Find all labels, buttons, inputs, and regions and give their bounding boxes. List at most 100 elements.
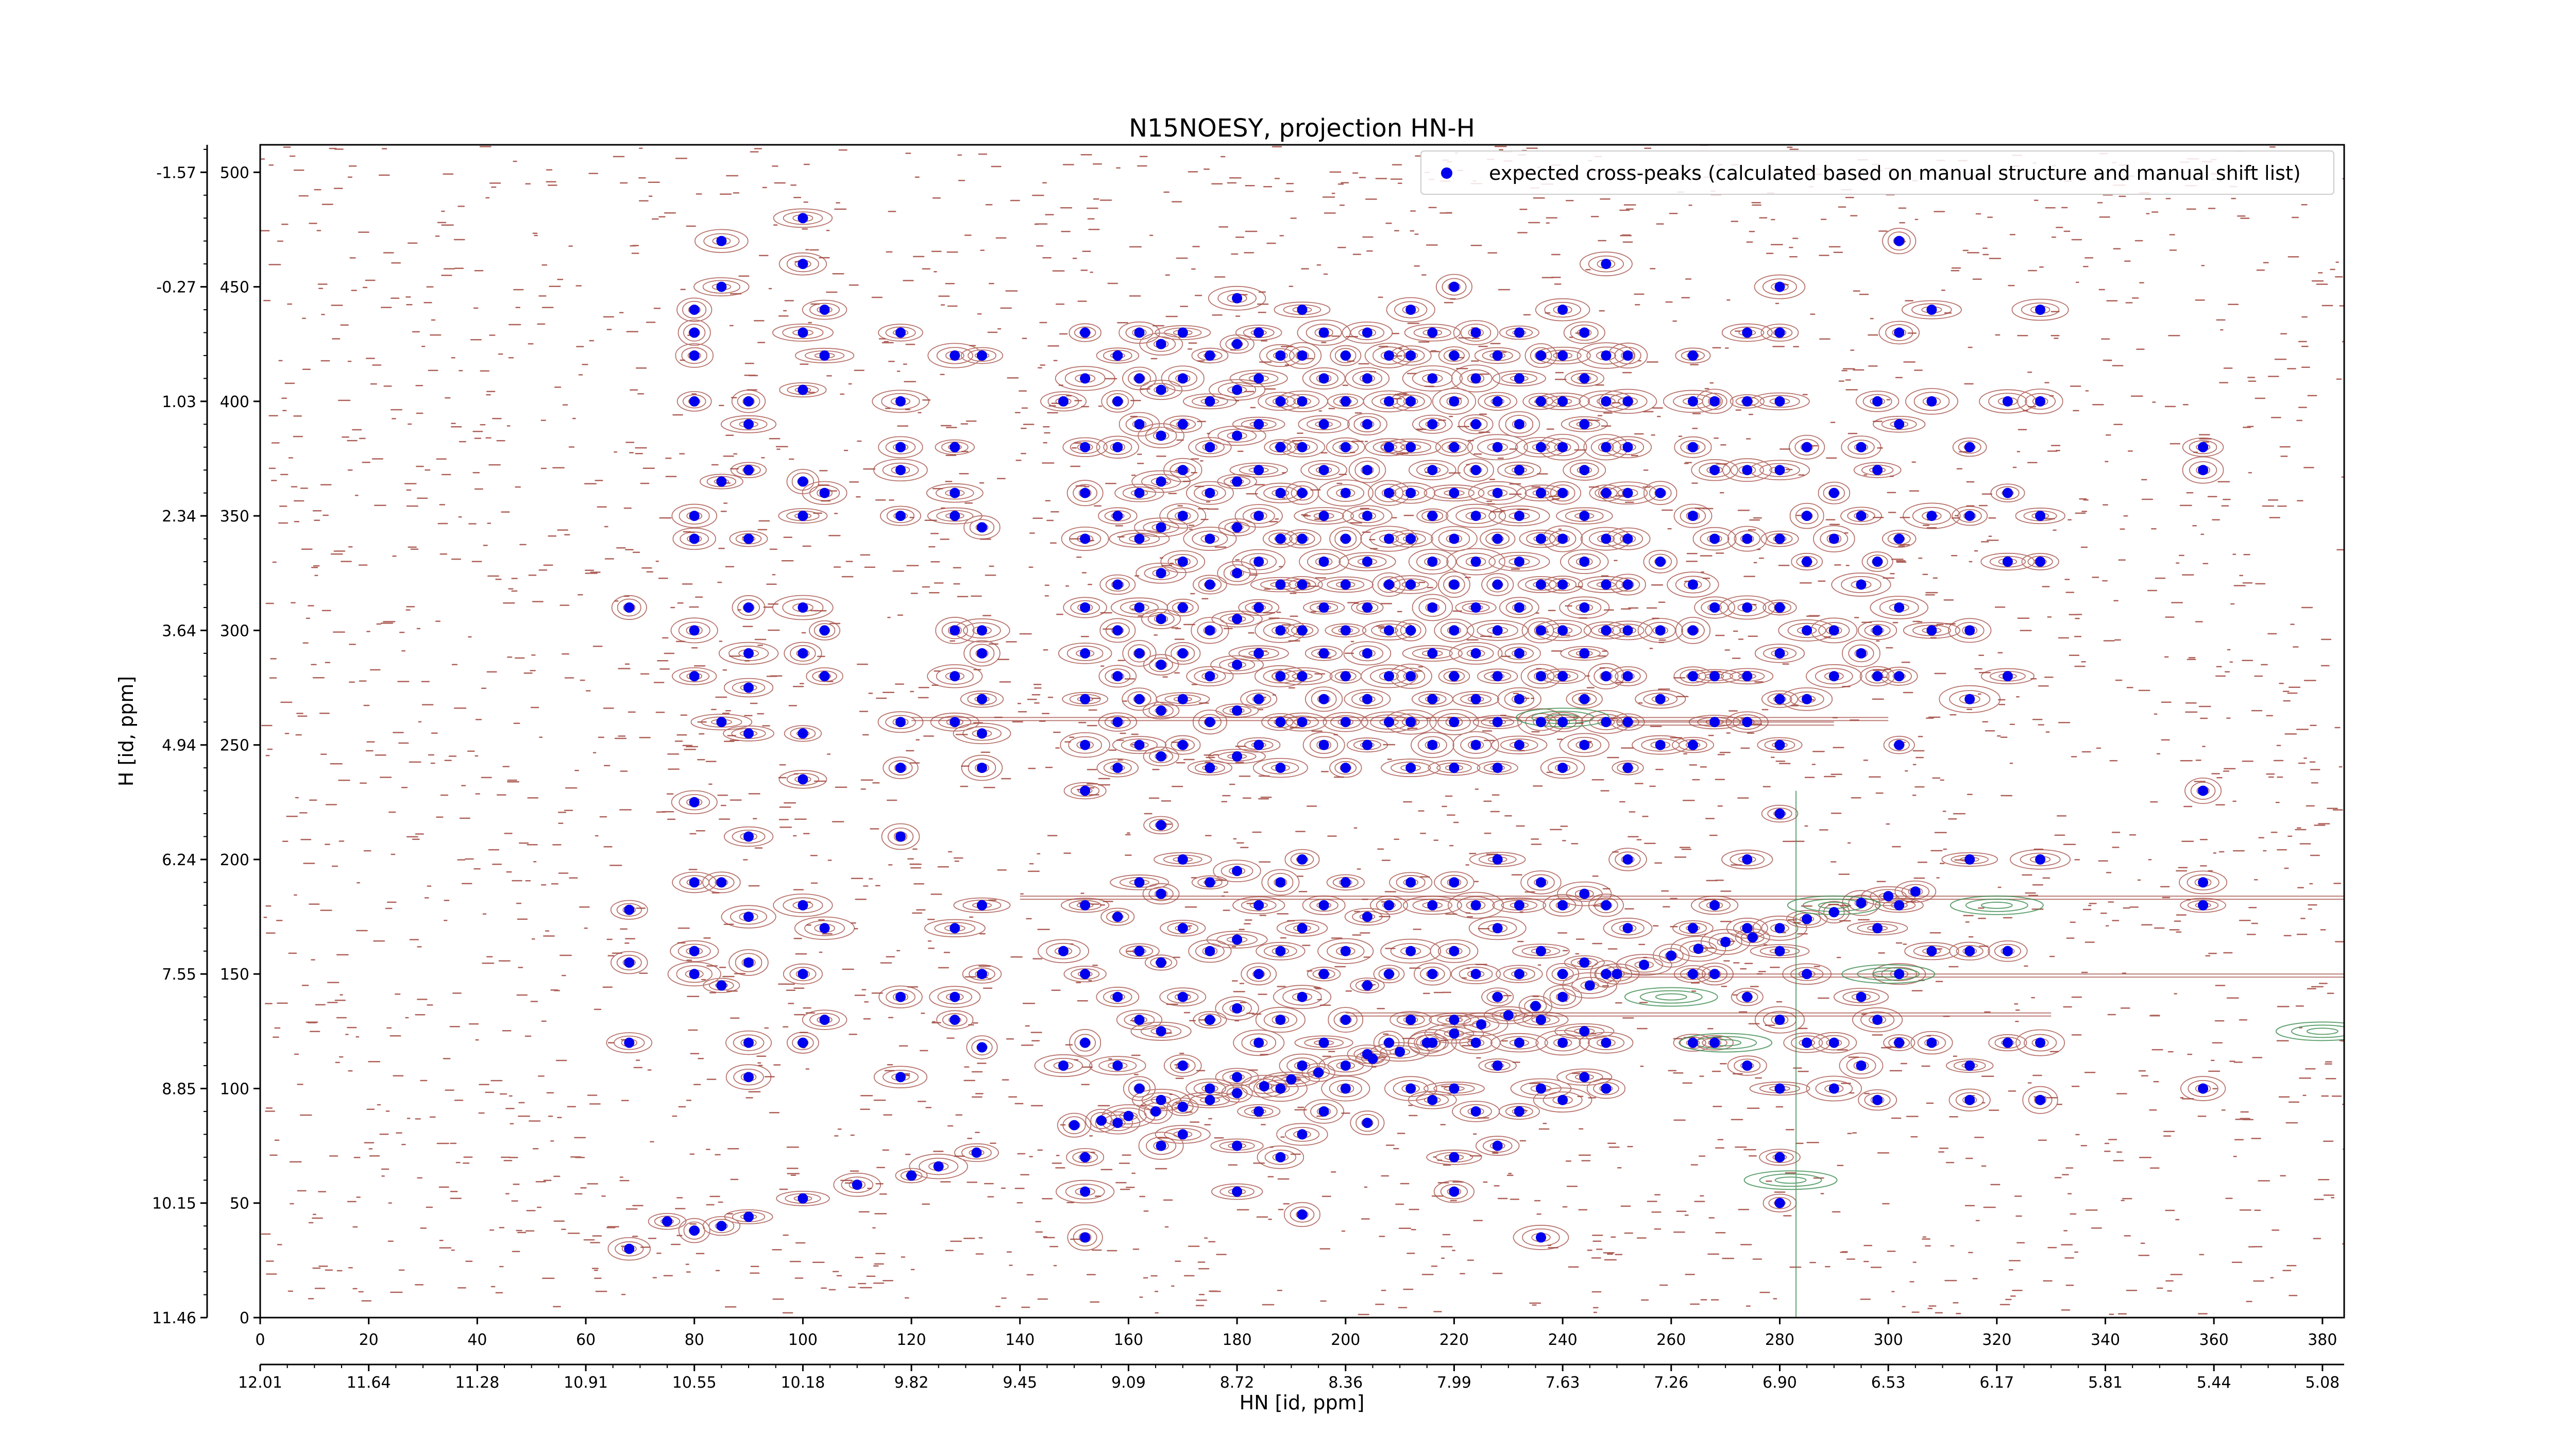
peak-point <box>1205 442 1215 452</box>
x2-tick-label: 6.17 <box>1979 1374 2014 1392</box>
peak-point <box>1557 763 1568 773</box>
y2-tick-label: -1.57 <box>156 164 196 182</box>
peak-point <box>798 900 808 911</box>
peak-point <box>950 487 960 498</box>
peak-point <box>977 1042 987 1053</box>
peak-point <box>1802 557 1812 567</box>
peak-point <box>1156 476 1166 487</box>
peak-point <box>1384 442 1394 452</box>
peak-point <box>950 923 960 934</box>
peak-point <box>1427 648 1438 659</box>
peak-point <box>716 281 727 292</box>
peak-point <box>1253 969 1264 980</box>
peak-point <box>1470 648 1481 659</box>
peak-point <box>1362 465 1372 476</box>
peak-point <box>1384 625 1394 636</box>
peak-point <box>1427 557 1438 567</box>
x-axis-ticks: 0 20 40 60 80 100 120 140 160 180 200 220 240 260 280 3… <box>255 1318 2337 1349</box>
peak-point <box>1112 625 1123 636</box>
peak-point <box>1205 396 1215 407</box>
peak-point <box>1340 579 1351 590</box>
peak-point <box>1449 946 1460 956</box>
peak-point <box>1232 430 1243 441</box>
peak-point <box>2002 396 2013 407</box>
peak-point <box>1774 1083 1785 1094</box>
peak-point <box>1205 533 1215 544</box>
peak-point <box>1340 946 1351 956</box>
y2-tick-label: 7.55 <box>162 966 196 984</box>
peak-point <box>1080 1152 1091 1162</box>
peak-point <box>819 487 830 498</box>
peak-point <box>1177 648 1188 659</box>
peak-point <box>1405 1015 1416 1025</box>
peak-point <box>1405 396 1416 407</box>
peak-point <box>1964 442 1975 452</box>
peak-point <box>1964 625 1975 636</box>
peak-point <box>1384 533 1394 544</box>
peak-point <box>1828 487 1839 498</box>
peak-point <box>1557 625 1568 636</box>
peak-point <box>1470 1037 1481 1048</box>
peak-point <box>1156 339 1166 349</box>
peak-point <box>1742 396 1753 407</box>
peak-point <box>819 923 830 934</box>
peak-point <box>977 694 987 704</box>
peak-point <box>1177 511 1188 521</box>
peak-point <box>798 1193 808 1204</box>
peak-point <box>1427 969 1438 980</box>
y-axis-label: H [id, ppm] <box>115 676 138 786</box>
peak-point <box>895 763 906 773</box>
peak-point <box>1579 419 1590 430</box>
peak-point <box>1802 625 1812 636</box>
peak-point <box>1557 533 1568 544</box>
peak-point <box>1557 305 1568 315</box>
peak-point <box>1318 465 1329 476</box>
peak-point <box>1557 671 1568 682</box>
peak-point <box>1177 419 1188 430</box>
contour-layer <box>260 145 2344 1318</box>
peak-point <box>1449 625 1460 636</box>
x-tick-label: 260 <box>1656 1331 1686 1349</box>
peak-point <box>1449 533 1460 544</box>
peak-point <box>743 1211 754 1222</box>
peak-point <box>1514 1037 1524 1048</box>
peak-point <box>798 774 808 785</box>
peak-point <box>1774 1015 1785 1025</box>
peak-point <box>895 831 906 842</box>
peak-point <box>895 465 906 476</box>
peak-point <box>1601 442 1612 452</box>
peak-point <box>1872 1094 1883 1105</box>
peak-point <box>1449 442 1460 452</box>
peak-point <box>1709 969 1720 980</box>
peak-point <box>950 511 960 521</box>
peak-point <box>1894 327 1905 338</box>
peak-point <box>1340 1015 1351 1025</box>
peak-point <box>1622 854 1633 865</box>
peak-point <box>1134 533 1145 544</box>
peak-point <box>1622 487 1633 498</box>
peak-point <box>1112 1060 1123 1071</box>
x2-tick-label: 6.90 <box>1762 1374 1797 1392</box>
peak-point <box>1470 602 1481 613</box>
x2-tick-label: 7.99 <box>1437 1374 1471 1392</box>
peak-point <box>1802 442 1812 452</box>
peak-point <box>1134 373 1145 384</box>
peak-point <box>895 717 906 728</box>
peak-point <box>1828 671 1839 682</box>
peak-point <box>1232 568 1243 579</box>
x-tick-label: 140 <box>1005 1331 1035 1349</box>
peak-point <box>1318 1106 1329 1117</box>
peak-point <box>798 602 808 613</box>
peak-point <box>1177 373 1188 384</box>
peak-point <box>1177 923 1188 934</box>
peak-point <box>1205 1015 1215 1025</box>
peak-point <box>1514 648 1524 659</box>
peak-point <box>1205 946 1215 956</box>
peak-point <box>1156 568 1166 579</box>
peak-point <box>1112 912 1123 922</box>
legend-box <box>1420 150 2334 195</box>
x-tick-label: 20 <box>359 1331 379 1349</box>
peak-point <box>1253 739 1264 750</box>
peak-point <box>1536 1232 1546 1243</box>
peak-point <box>1579 957 1590 968</box>
